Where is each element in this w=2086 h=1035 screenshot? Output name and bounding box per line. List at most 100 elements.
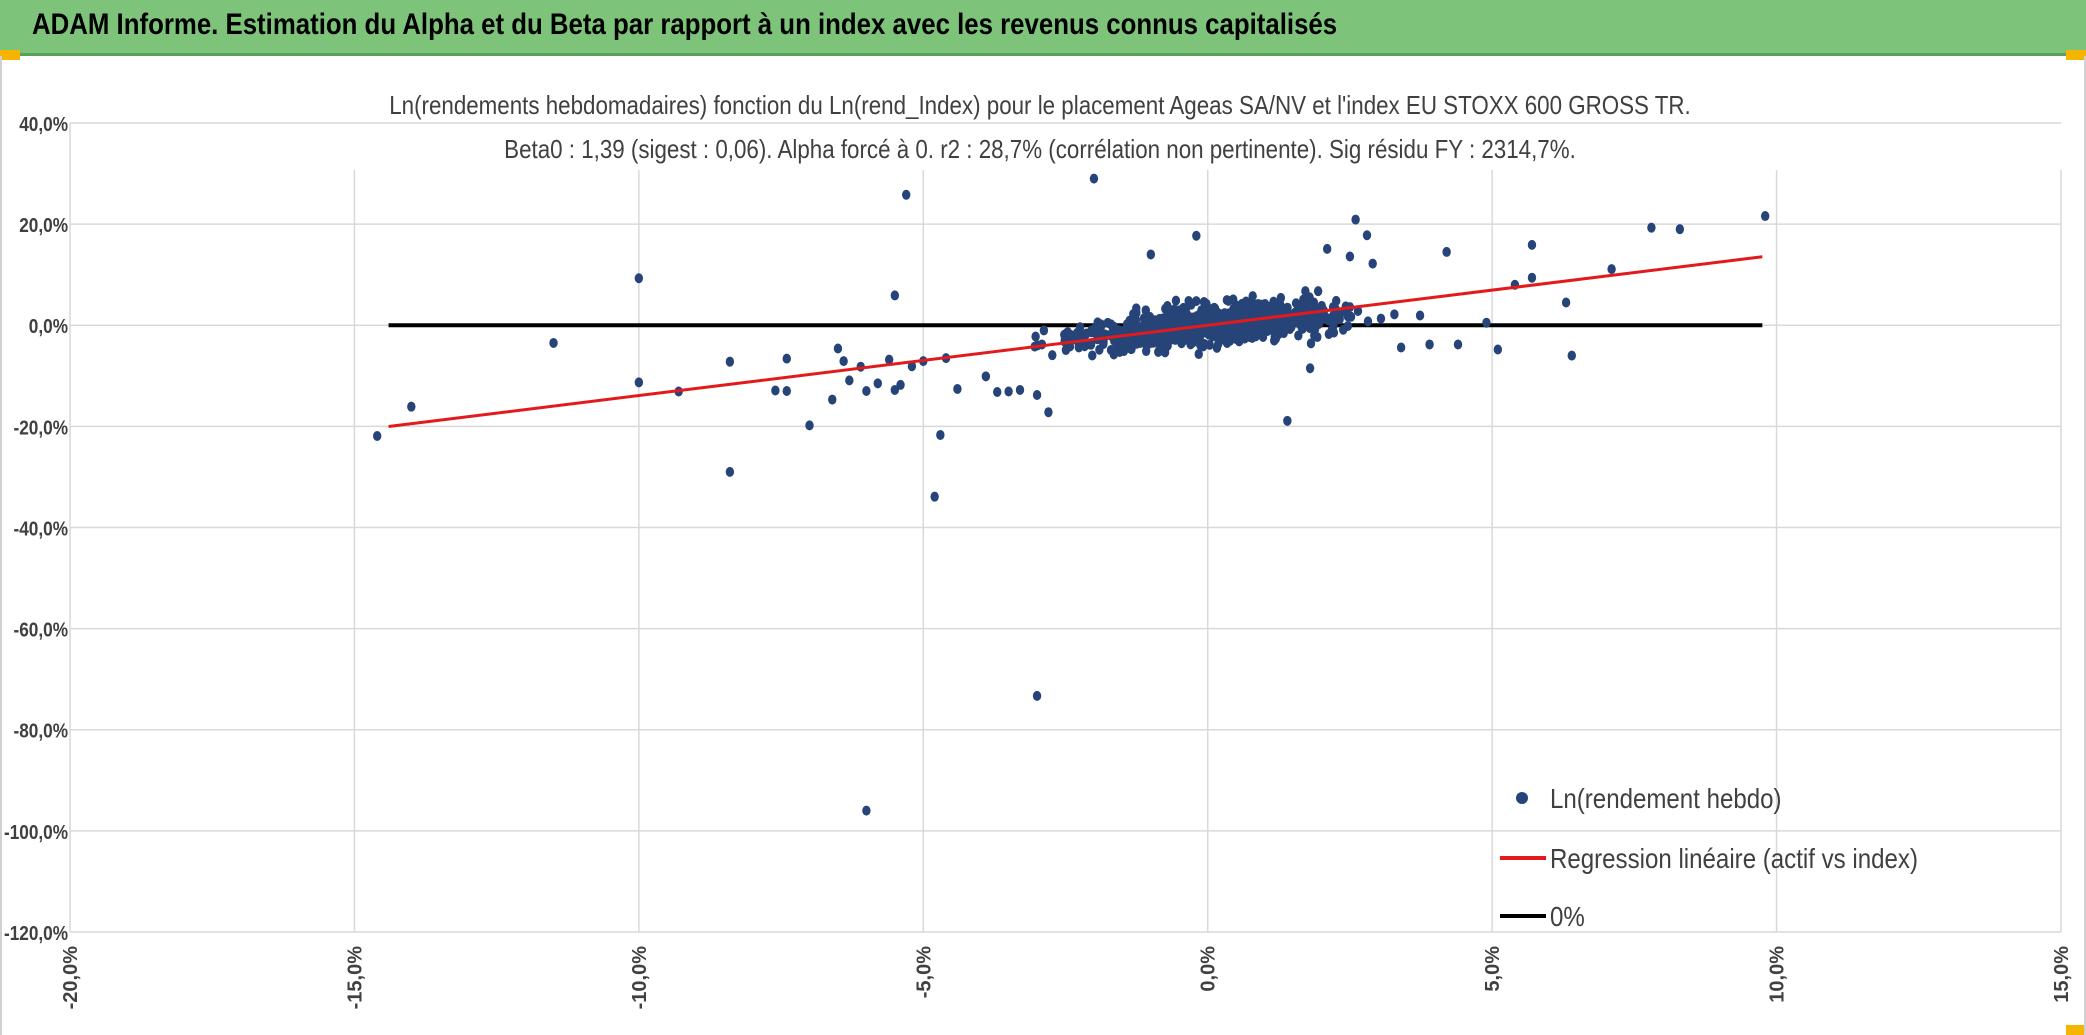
data-point — [1353, 306, 1363, 317]
data-point — [1264, 302, 1273, 313]
data-point — [1228, 294, 1238, 305]
data-point — [549, 337, 558, 348]
data-point — [1192, 296, 1201, 307]
data-point — [1179, 331, 1189, 342]
data-point — [845, 375, 854, 386]
data-point — [407, 401, 416, 412]
data-point — [890, 290, 900, 301]
x-tick-label: 5,0% — [1482, 946, 1504, 992]
data-point — [634, 273, 644, 284]
data-point — [1279, 316, 1289, 327]
data-point — [1607, 264, 1616, 275]
data-point — [1048, 350, 1057, 361]
data-point — [1074, 342, 1084, 353]
data-point — [896, 379, 905, 390]
data-point — [1194, 349, 1203, 360]
data-point — [1141, 305, 1150, 316]
data-point — [1567, 350, 1576, 361]
chart-title-line1: Ln(rendements hebdomadaires) fonction du… — [389, 91, 1691, 120]
data-point — [1086, 339, 1096, 350]
data-point — [1345, 251, 1355, 262]
data-point — [782, 385, 791, 396]
data-point — [725, 356, 735, 367]
data-point — [828, 394, 837, 405]
data-point — [1032, 690, 1042, 701]
data-point — [1004, 386, 1013, 397]
data-point — [1329, 320, 1338, 331]
data-point — [372, 430, 382, 441]
corner-marker — [2066, 1025, 2086, 1035]
data-point — [930, 491, 939, 502]
data-point — [1390, 309, 1399, 320]
data-point — [862, 385, 871, 396]
x-tick-label: -15,0% — [344, 946, 366, 1010]
data-point — [1270, 323, 1280, 334]
data-point — [1453, 339, 1463, 350]
regression-line — [388, 255, 1763, 428]
data-point — [1210, 305, 1219, 316]
y-tick-label: -80,0% — [14, 720, 69, 743]
data-point — [1299, 294, 1308, 305]
data-point — [1442, 246, 1451, 257]
data-point — [862, 805, 871, 816]
data-point — [1246, 299, 1255, 310]
data-point — [1222, 326, 1232, 337]
data-point — [1760, 211, 1770, 222]
title-bar: ADAM Informe. Estimation du Alpha et du … — [0, 0, 2086, 56]
data-point — [1171, 295, 1181, 306]
data-point — [1415, 310, 1425, 321]
data-point — [1351, 214, 1360, 225]
y-tick-label: 20,0% — [19, 214, 68, 237]
corner-marker — [0, 50, 20, 60]
x-tick-label: -20,0% — [60, 946, 82, 1010]
data-point — [907, 361, 917, 372]
data-point — [1072, 327, 1082, 338]
data-point — [1186, 332, 1195, 343]
data-point — [782, 353, 791, 364]
data-point — [1248, 291, 1257, 302]
data-point — [1032, 390, 1042, 401]
chart-title-line2: Beta0 : 1,39 (sigest : 0,06). Alpha forc… — [504, 135, 1576, 164]
data-point — [1675, 224, 1685, 235]
tick-labels: 40,0% 20,0% 0,0% -20,0% -40,0% -60,0% -80,0% -1… — [4, 113, 2073, 1010]
data-point — [1141, 346, 1151, 357]
x-tick-label: 15,0% — [2051, 946, 2073, 1003]
data-point — [1060, 329, 1069, 340]
data-point — [1376, 313, 1386, 324]
data-point — [1207, 325, 1216, 336]
data-point — [1363, 316, 1373, 327]
data-point — [1122, 319, 1132, 330]
legend: Ln(rendement hebdo) Regression linéaire … — [1500, 782, 1918, 932]
data-point — [1283, 415, 1292, 426]
legend-label-points: Ln(rendement hebdo) — [1550, 782, 1782, 814]
legend-label-regression: Regression linéaire (actif vs index) — [1550, 842, 1918, 874]
data-point — [1647, 222, 1656, 233]
data-point — [1200, 339, 1209, 350]
data-point — [1315, 314, 1324, 325]
regression-lines — [388, 255, 1763, 428]
data-point — [1322, 243, 1332, 254]
data-point — [1244, 325, 1253, 336]
data-point — [1258, 325, 1267, 336]
data-point — [1155, 342, 1164, 353]
report-title: ADAM Informe. Estimation du Alpha et du … — [32, 8, 1338, 41]
x-tick-label: -10,0% — [629, 946, 651, 1010]
data-point — [1313, 286, 1323, 297]
data-point — [1225, 335, 1235, 346]
legend-marker-points — [1516, 792, 1528, 804]
data-point — [1561, 297, 1571, 308]
data-point — [634, 377, 644, 388]
data-point — [1031, 331, 1040, 342]
data-point — [1106, 345, 1116, 356]
y-tick-label: -60,0% — [14, 618, 69, 641]
data-point — [1346, 311, 1356, 322]
data-point — [1298, 315, 1307, 326]
data-point — [839, 356, 848, 367]
x-tick-label: 10,0% — [1767, 946, 1789, 1003]
data-point — [1156, 318, 1166, 329]
data-point — [1087, 327, 1096, 338]
data-point — [1039, 325, 1049, 336]
y-tick-label: -120,0% — [4, 922, 68, 945]
chart-frame — [0, 56, 2086, 1035]
data-point — [1139, 322, 1148, 333]
